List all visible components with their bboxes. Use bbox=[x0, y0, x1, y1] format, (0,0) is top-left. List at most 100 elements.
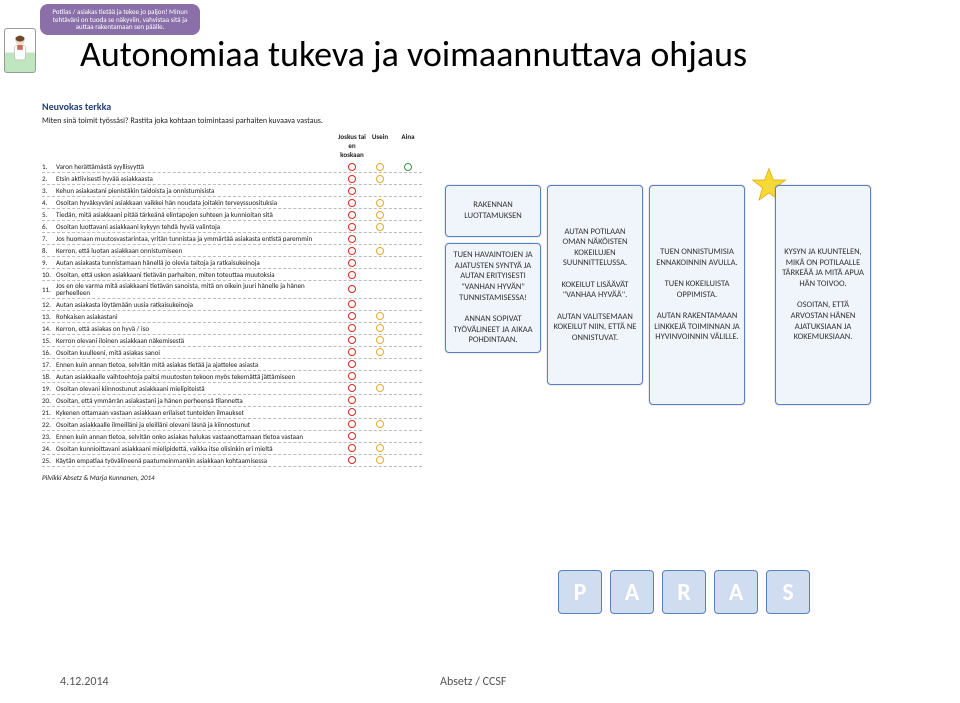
row-number: 21. bbox=[42, 408, 56, 417]
marker-cell bbox=[394, 187, 422, 195]
row-text: Kerron, että asiakas on hyvä / iso bbox=[56, 325, 338, 332]
row-markers bbox=[338, 360, 422, 368]
circle-marker bbox=[404, 163, 412, 171]
card-column-3: TUEN ONNISTUMISIA ENNAKOINNIN AVULLA. TU… bbox=[649, 185, 745, 405]
row-text: Rohkaisen asiakastani bbox=[56, 313, 338, 320]
paras-row: P A R A S bbox=[558, 570, 810, 614]
row-text: Varon herättämästä syyllisyyttä bbox=[56, 163, 338, 170]
marker-cell bbox=[394, 300, 422, 308]
marker-cell bbox=[338, 175, 366, 183]
questionnaire-row: 6.Osoitan luottavani asiakkaani kykyyn t… bbox=[42, 221, 422, 233]
card-trust: RAKENNAN LUOTTAMUKSEN bbox=[445, 185, 541, 237]
circle-marker bbox=[348, 235, 356, 243]
row-markers bbox=[338, 324, 422, 332]
marker-cell bbox=[338, 408, 366, 416]
questionnaire-row: 2.Etsin aktiivisesti hyvää asiakkaasta bbox=[42, 173, 422, 185]
marker-cell bbox=[394, 271, 422, 279]
marker-cell bbox=[394, 372, 422, 380]
card-successes: TUEN ONNISTUMISIA ENNAKOINNIN AVULLA. TU… bbox=[649, 185, 745, 405]
row-markers bbox=[338, 259, 422, 267]
marker-cell bbox=[338, 420, 366, 428]
marker-cell bbox=[338, 300, 366, 308]
marker-cell bbox=[394, 456, 422, 464]
row-number: 15. bbox=[42, 336, 56, 345]
paras-letter-r: R bbox=[662, 570, 706, 614]
marker-cell bbox=[394, 259, 422, 267]
marker-cell bbox=[394, 199, 422, 207]
marker-cell bbox=[338, 312, 366, 320]
marker-cell bbox=[394, 432, 422, 440]
marker-cell bbox=[366, 259, 394, 267]
circle-marker bbox=[376, 247, 384, 255]
marker-cell bbox=[366, 444, 394, 452]
row-number: 24. bbox=[42, 444, 56, 453]
row-markers bbox=[338, 163, 422, 171]
row-text: Osoitan kuulleeni, mitä asiakas sanoi bbox=[56, 349, 338, 356]
questionnaire-row: 25.Käytän empatiaa työvälineenä paatumei… bbox=[42, 455, 422, 467]
row-number: 9. bbox=[42, 258, 56, 267]
marker-cell bbox=[366, 372, 394, 380]
questionnaire-row: 16.Osoitan kuulleeni, mitä asiakas sanoi bbox=[42, 347, 422, 359]
marker-cell bbox=[394, 223, 422, 231]
marker-cell bbox=[338, 444, 366, 452]
cards-area: RAKENNAN LUOTTAMUKSEN TUEN HAVAINTOJEN J… bbox=[445, 185, 945, 405]
row-text: Jos en ole varma mitä asiakkaani tietävä… bbox=[56, 282, 338, 297]
row-markers bbox=[338, 396, 422, 404]
questionnaire-row: 10.Osoitan, että uskon asiakkaani tietäv… bbox=[42, 269, 422, 281]
questionnaire-title: Neuvokas terkka bbox=[42, 100, 422, 113]
circle-marker bbox=[376, 456, 384, 464]
marker-cell bbox=[338, 211, 366, 219]
circle-marker bbox=[348, 432, 356, 440]
marker-cell bbox=[366, 223, 394, 231]
questionnaire-rows: 1.Varon herättämästä syyllisyyttä2.Etsin… bbox=[42, 161, 422, 467]
row-text: Osoitan olevani kiinnostunut asiakkaani … bbox=[56, 385, 338, 392]
marker-cell bbox=[394, 444, 422, 452]
row-markers bbox=[338, 348, 422, 356]
marker-cell bbox=[394, 408, 422, 416]
marker-cell bbox=[338, 360, 366, 368]
questionnaire-row: 9.Autan asiakasta tunnistamaan hänellä j… bbox=[42, 257, 422, 269]
row-markers bbox=[338, 271, 422, 279]
marker-cell bbox=[366, 312, 394, 320]
marker-cell bbox=[366, 432, 394, 440]
row-markers bbox=[338, 211, 422, 219]
row-number: 8. bbox=[42, 246, 56, 255]
circle-marker bbox=[376, 348, 384, 356]
card-column-4: KYSYN JA KUUNTELEN, MIKÄ ON POTILAALLE T… bbox=[775, 185, 871, 405]
row-text: Kerron, että luotan asiakkaan onnistumis… bbox=[56, 247, 338, 254]
marker-cell bbox=[338, 163, 366, 171]
questionnaire-row: 22.Osoitan asiakkaalle ilmeilläni ja ele… bbox=[42, 419, 422, 431]
circle-marker bbox=[348, 312, 356, 320]
questionnaire-row: 7.Jos huomaan muutosvastarintaa, yritän … bbox=[42, 233, 422, 245]
circle-marker bbox=[376, 384, 384, 392]
circle-marker bbox=[348, 408, 356, 416]
marker-cell bbox=[338, 223, 366, 231]
marker-cell bbox=[338, 247, 366, 255]
circle-marker bbox=[348, 324, 356, 332]
row-text: Ennen kuin annan tietoa, selvitän onko a… bbox=[56, 433, 338, 440]
questionnaire-row: 24.Osoitan kunnioittavani asiakkaani mie… bbox=[42, 443, 422, 455]
circle-marker bbox=[348, 223, 356, 231]
marker-cell bbox=[366, 408, 394, 416]
row-text: Osoitan luottavani asiakkaani kykyyn teh… bbox=[56, 223, 338, 230]
row-text: Osoitan, että ymmärrän asiakastani ja hä… bbox=[56, 397, 338, 404]
marker-cell bbox=[338, 456, 366, 464]
marker-cell bbox=[394, 312, 422, 320]
marker-cell bbox=[338, 259, 366, 267]
marker-cell bbox=[366, 348, 394, 356]
circle-marker bbox=[348, 348, 356, 356]
marker-cell bbox=[394, 360, 422, 368]
marker-cell bbox=[366, 456, 394, 464]
marker-cell bbox=[366, 163, 394, 171]
circle-marker bbox=[376, 199, 384, 207]
header-col-3: Aina bbox=[394, 132, 422, 159]
row-markers bbox=[338, 175, 422, 183]
marker-cell bbox=[338, 432, 366, 440]
circle-marker bbox=[348, 456, 356, 464]
marker-cell bbox=[366, 247, 394, 255]
circle-marker bbox=[348, 175, 356, 183]
footer-date: 4.12.2014 bbox=[60, 675, 109, 689]
row-text: Osoitan hyväksyväni asiakkaan vaikkei hä… bbox=[56, 199, 338, 206]
questionnaire-row: 11.Jos en ole varma mitä asiakkaani tiet… bbox=[42, 281, 422, 299]
row-text: Kehun asiakastani pienistäkin taidoista … bbox=[56, 187, 338, 194]
